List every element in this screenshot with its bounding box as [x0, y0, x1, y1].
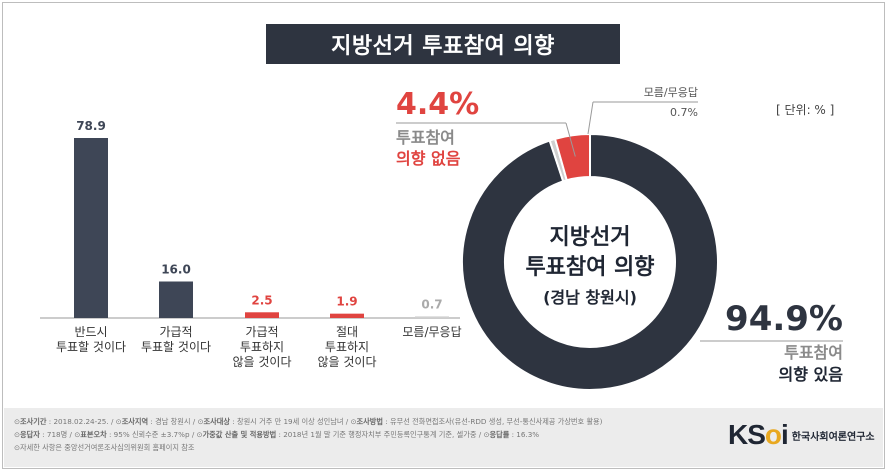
footer-circle-icon: ⊙ — [350, 417, 357, 426]
bar-category-label-0: 반드시 투표할 것이다 — [55, 325, 127, 354]
footer-key: 조사대상 — [203, 417, 230, 426]
bar-1 — [159, 281, 193, 318]
footer-key: 응답률 — [489, 430, 510, 439]
footer-key: 표본오차 — [80, 430, 107, 439]
bar-value-label-2: 2.5 — [251, 293, 272, 307]
footer-circle-icon: ⊙ — [483, 430, 490, 439]
logo-text: 한국사회여론연구소 — [791, 431, 875, 443]
slice-2-label-1: 투표참여 — [396, 128, 455, 147]
bar-2 — [245, 312, 279, 318]
footer-line-2: ⊙응답자 : 718명 / ⊙표본오차 : 95% 신뢰수준 ±3.7%p / … — [14, 430, 540, 439]
footer-circle-icon: ⊙ — [14, 417, 21, 426]
footer-circle-icon: ⊙ — [14, 443, 21, 452]
bar-3 — [330, 313, 364, 318]
slice-1-value: 0.7% — [670, 106, 698, 119]
bar-category-label-1: 가급적 투표할 것이다 — [140, 325, 212, 354]
bar-value-label-3: 1.9 — [336, 295, 357, 309]
slice-2-leader-d — [565, 122, 576, 157]
footer-circle-icon: ⊙ — [197, 417, 204, 426]
slice-0-label-1: 투표참여 — [784, 343, 843, 362]
slice-2-value: 4.4% — [396, 87, 479, 122]
footer-value: : 경남 창원시 — [148, 417, 191, 426]
footer-value: : 16.3% — [509, 430, 540, 439]
donut-center-line-1: 지방선거 — [550, 225, 631, 250]
footer-line-3: ⊙자세한 사항은 중앙선거여론조사심의위원회 홈페이지 참조 — [14, 443, 195, 453]
footer-circle-icon: ⊙ — [14, 430, 21, 439]
footer-key: 조사방법 — [356, 417, 383, 426]
bar-category-label-2: 가급적 투표하지 않을 것이다 — [232, 325, 292, 369]
slice-2-label-2: 의향 없음 — [396, 149, 461, 168]
footer-circle-icon: ⊙ — [196, 430, 203, 439]
unit-label: [ 단위: % ] — [776, 103, 835, 117]
bar-0 — [74, 138, 108, 318]
footer-value: : 95% 신뢰수준 ±3.7%p — [106, 430, 190, 439]
footer-line-1: ⊙조사기간 : 2018.02.24-25. / ⊙조사지역 : 경남 창원시 … — [14, 417, 603, 426]
footer-value: : 2018년 1월 말 기준 행정자치부 주민등록인구통계 기준, 셀가중 — [276, 430, 477, 439]
slice-0-value: 94.9% — [725, 299, 843, 339]
slice-0-label-2: 의향 있음 — [779, 365, 844, 384]
donut-center-line-3: (경남 창원시) — [543, 288, 637, 307]
footer-key: 가중값 산출 및 적용방법 — [202, 430, 277, 439]
ksoi-logo: KSoi 한국사회여론연구소 — [728, 419, 875, 450]
bar-category-label-4: 모름/무응답 — [402, 325, 462, 339]
donut-center-line-2: 투표참여 의향 — [525, 255, 654, 280]
footer-key: 응답자 — [20, 430, 40, 439]
footer-note: 자세한 사항은 중앙선거여론조사심의위원회 홈페이지 참조 — [20, 443, 195, 452]
bar-category-label-3: 절대 투표하지 않을 것이다 — [317, 325, 377, 369]
logo-mark: KSoi — [728, 419, 789, 450]
slice-1-label: 모름/무응답 — [644, 86, 698, 99]
footer-value: : 718명 — [39, 430, 68, 439]
bar-value-label-4: 0.7 — [421, 297, 442, 311]
footer-circle-icon: ⊙ — [115, 417, 122, 426]
donut-slice-2 — [553, 132, 591, 182]
footer-key: 조사기간 — [20, 417, 47, 426]
footer-value: : 2018.02.24-25. — [46, 417, 109, 426]
survey-footer: ⊙조사기간 : 2018.02.24-25. / ⊙조사지역 : 경남 창원시 … — [4, 408, 883, 467]
bar-value-label-1: 16.0 — [161, 262, 191, 276]
donut-slice-0 — [461, 132, 719, 391]
slice-1-leader-d — [587, 101, 594, 135]
chart-title: 지방선거 투표참여 의향 — [266, 24, 620, 64]
bar-4 — [415, 316, 449, 318]
bar-value-label-0: 78.9 — [76, 119, 106, 133]
footer-circle-icon: ⊙ — [74, 430, 81, 439]
footer-value: : 창원시 거주 만 19세 이상 성인남녀 — [229, 417, 344, 426]
footer-key: 조사지역 — [121, 417, 149, 426]
footer-value: : 유무선 전화면접조사(유선-RDD 생성, 무선-통신사제공 가상번호 활용… — [382, 417, 603, 426]
